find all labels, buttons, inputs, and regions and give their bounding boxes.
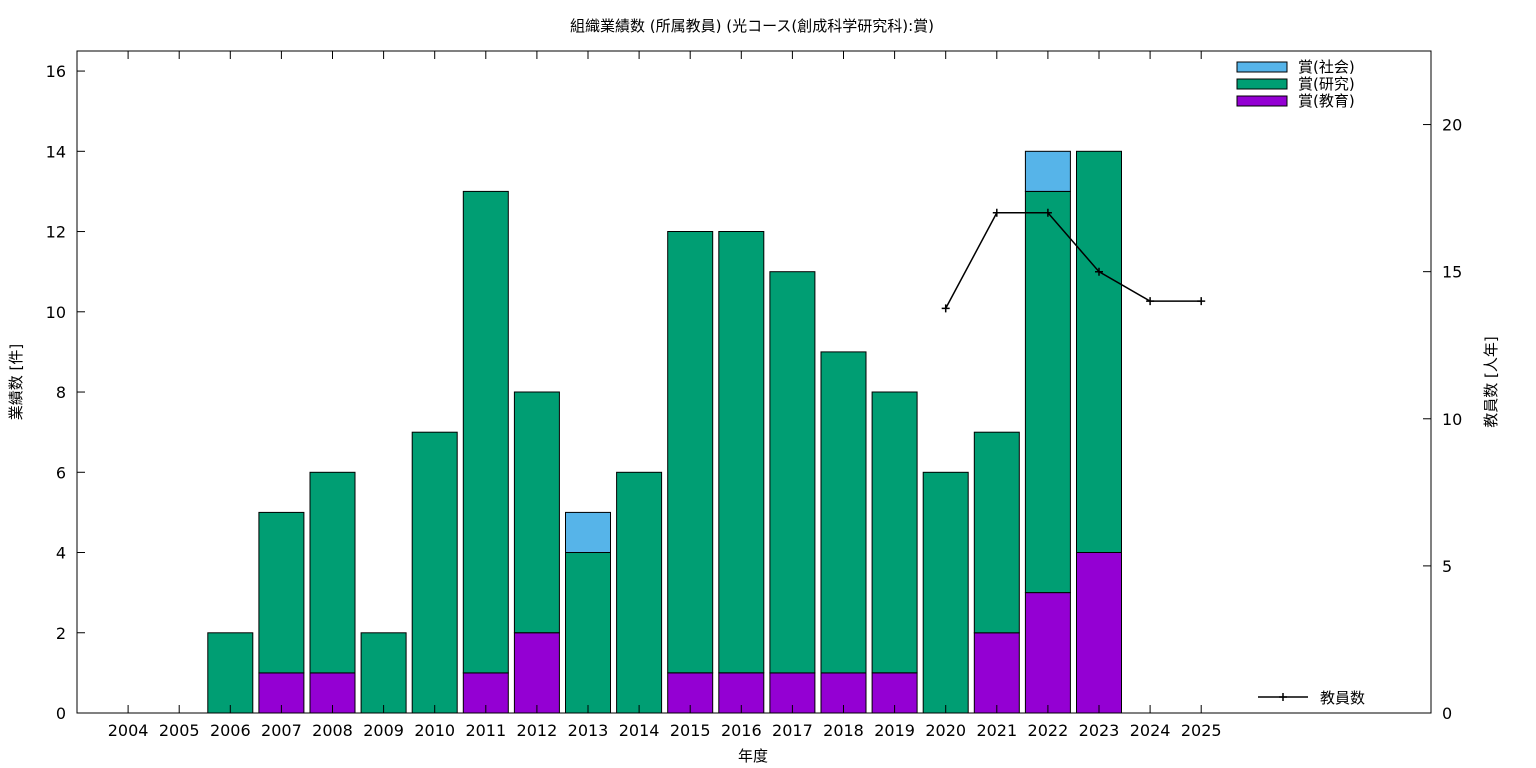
x-tick-label: 2012	[517, 721, 558, 740]
bar-2020-series-1	[922, 471, 969, 714]
y-tick-label: 12	[46, 223, 66, 242]
bar-2012-series-1	[513, 391, 560, 634]
chart-title: 組織業績数 (所属教員) (光コース(創成科学研究科):賞)	[570, 17, 934, 35]
bar-2014-series-1	[616, 471, 663, 714]
y-tick-label: 6	[56, 463, 66, 482]
x-axis-label: 年度	[738, 747, 768, 765]
bar-2007-series-1	[258, 511, 305, 674]
bar-2021-series-1	[973, 431, 1020, 634]
x-tick-label: 2009	[363, 721, 404, 740]
line-point	[1095, 267, 1103, 276]
x-tick-label: 2021	[976, 721, 1017, 740]
x-tick-label: 2024	[1130, 721, 1171, 740]
bar-2023-series-0	[1076, 552, 1122, 714]
bar-2009-series-1	[360, 632, 407, 714]
y-tick-label: 14	[46, 142, 66, 161]
plot-frame	[76, 50, 1432, 714]
bar-2022-series-1	[1024, 190, 1071, 594]
legend-line-point	[1279, 693, 1287, 701]
bar-2012-series-0	[513, 632, 560, 714]
legend-label: 賞(社会)	[1298, 58, 1355, 76]
legend-swatch	[1236, 95, 1288, 107]
x-tick-label: 2010	[414, 721, 455, 740]
bar-2017-series-1	[769, 271, 816, 674]
x-tick-label: 2007	[261, 721, 302, 740]
y-tick-label: 4	[56, 544, 66, 563]
line-point	[1146, 297, 1155, 306]
y-tick-label: 2	[56, 624, 66, 643]
x-tick-label: 2018	[823, 721, 864, 740]
y2-tick-label: 20	[1442, 116, 1462, 135]
bar-2022-series-2	[1024, 150, 1071, 192]
bar-2016-series-1	[718, 231, 765, 674]
line-point	[941, 304, 950, 313]
y-tick-label: 0	[56, 704, 66, 723]
line-point	[1043, 208, 1052, 217]
line-layer	[941, 208, 1206, 313]
legend-swatch	[1236, 61, 1288, 73]
y2-tick-label: 10	[1442, 410, 1462, 429]
bar-2023-series-1	[1076, 150, 1122, 554]
legend-label: 賞(研究)	[1298, 75, 1355, 93]
y2-axis-label: 教員数 [人年]	[1482, 336, 1500, 427]
x-tick-label: 2013	[568, 721, 609, 740]
x-tick-label: 2011	[465, 721, 506, 740]
x-tick-label: 2020	[925, 721, 966, 740]
bar-2015-series-1	[667, 231, 714, 674]
bar-2008-series-1	[309, 471, 356, 674]
x-tick-label: 2022	[1028, 721, 1069, 740]
line-series-teachers	[945, 212, 1202, 309]
line-point	[992, 208, 1001, 217]
y2-tick-label: 15	[1442, 263, 1462, 282]
legend-label: 賞(教育)	[1298, 92, 1355, 110]
x-tick-label: 2008	[312, 721, 353, 740]
x-tick-label: 2016	[721, 721, 762, 740]
x-tick-label: 2006	[210, 721, 251, 740]
bar-2011-series-1	[462, 190, 509, 674]
x-tick-label: 2005	[159, 721, 200, 740]
bar-2013-series-1	[565, 552, 611, 714]
x-tick-label: 2017	[772, 721, 813, 740]
y-tick-label: 8	[56, 383, 66, 402]
x-tick-label: 2025	[1181, 721, 1222, 740]
y-tick-label: 16	[46, 62, 66, 81]
x-tick-label: 2019	[874, 721, 915, 740]
y2-tick-label: 5	[1442, 557, 1452, 576]
bar-2006-series-1	[207, 632, 254, 714]
y2-tick-label: 0	[1442, 704, 1452, 723]
x-tick-label: 2004	[108, 721, 149, 740]
bars-layer	[207, 150, 1122, 714]
bar-2013-series-2	[565, 511, 611, 554]
legend: 賞(社会)賞(研究)賞(教育) 教員数	[1236, 58, 1365, 707]
y-axis-label: 業績数 [件]	[7, 344, 25, 420]
bar-2021-series-0	[973, 632, 1020, 714]
bar-2010-series-1	[411, 431, 458, 714]
bar-2022-series-0	[1024, 592, 1071, 714]
x-tick-label: 2014	[619, 721, 660, 740]
legend-line-label: 教員数	[1320, 689, 1365, 707]
axes-layer: 2004 2005 2006 2007 2008 2009 2010 2011 2012 2013…	[46, 51, 1462, 740]
bar-2019-series-1	[871, 391, 918, 674]
x-tick-label: 2015	[670, 721, 711, 740]
bar-2018-series-1	[820, 351, 867, 674]
x-tick-label: 2023	[1079, 721, 1120, 740]
line-point	[1197, 297, 1206, 306]
legend-swatch	[1236, 78, 1288, 90]
y-tick-label: 10	[46, 303, 66, 322]
